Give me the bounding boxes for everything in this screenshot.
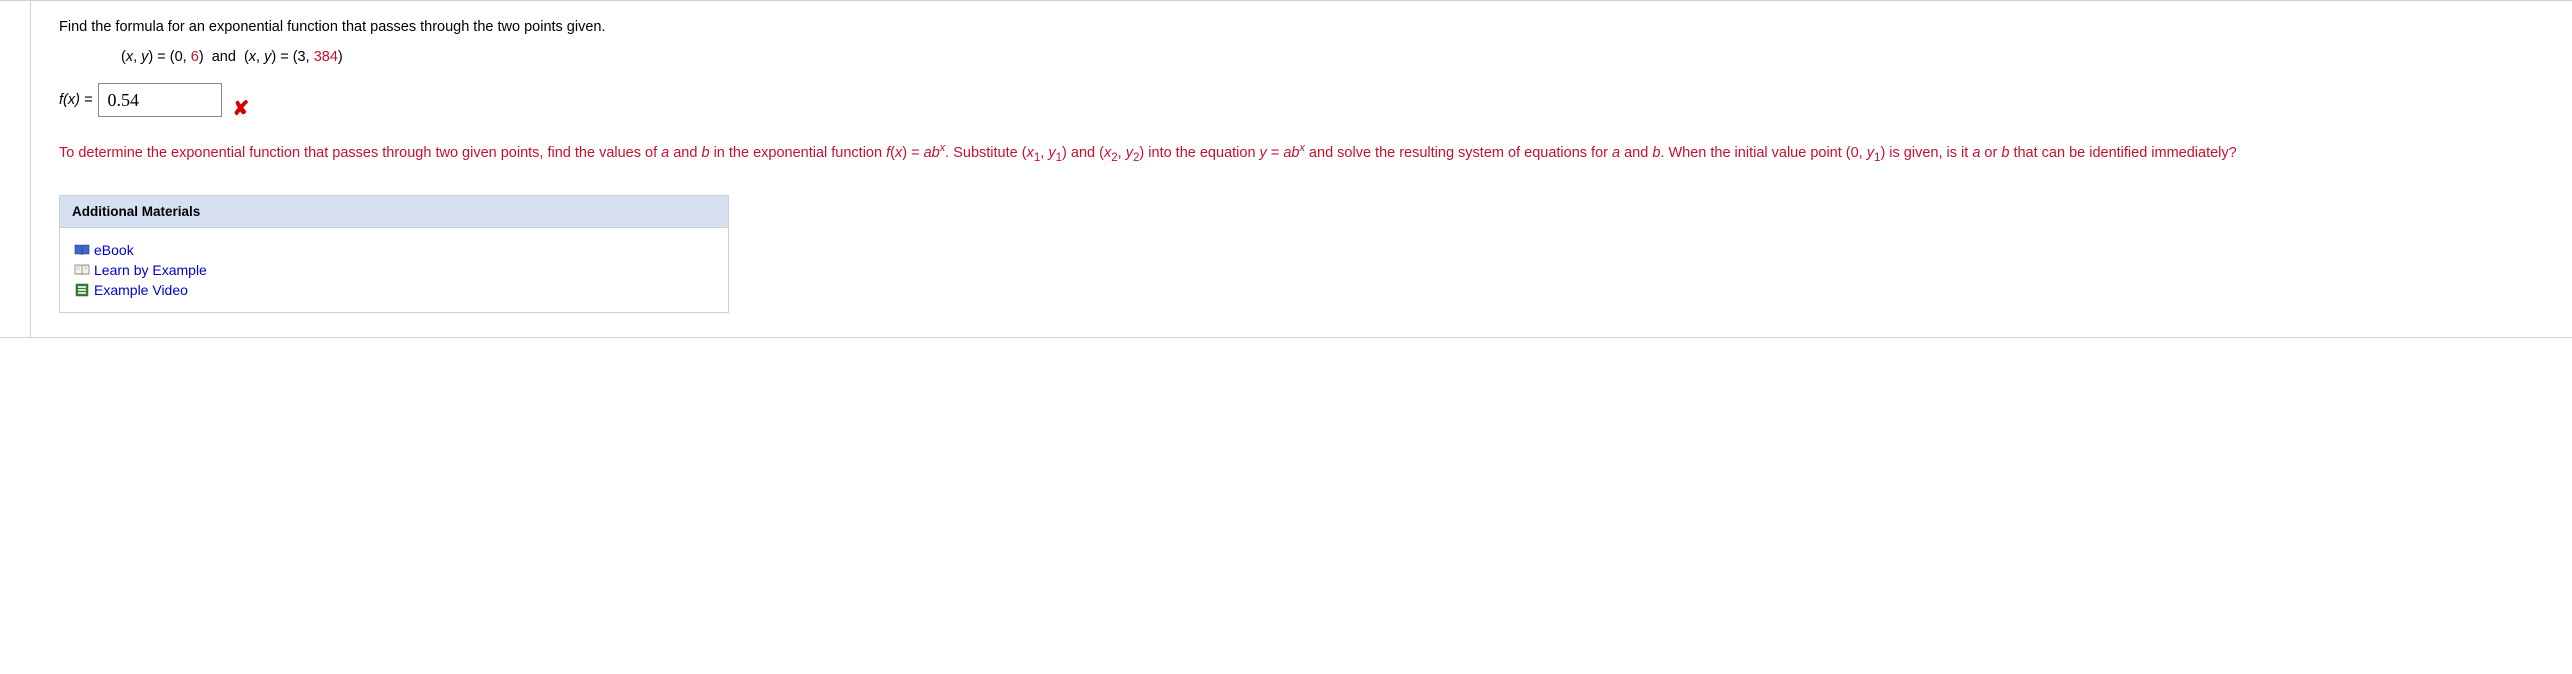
additional-materials-box: Additional Materials eBook Learn by Exam… <box>59 195 729 313</box>
question-container: Find the formula for an exponential func… <box>0 0 2572 338</box>
wrong-icon: ✘ <box>232 96 249 121</box>
content-area: Find the formula for an exponential func… <box>31 1 2572 337</box>
materials-body: eBook Learn by Example Example Video <box>60 228 728 312</box>
materials-header: Additional Materials <box>60 196 728 228</box>
given-points: (x, y) = (0, 6) and (x, y) = (3, 384) <box>121 49 2544 65</box>
answer-input[interactable] <box>98 83 222 117</box>
ebook-label: eBook <box>94 242 134 258</box>
answer-row: f(x) = ✘ <box>59 83 2544 117</box>
question-prompt: Find the formula for an exponential func… <box>59 19 2544 35</box>
example-video-link[interactable]: Example Video <box>74 280 714 300</box>
ebook-link[interactable]: eBook <box>74 240 714 260</box>
video-icon <box>74 283 90 297</box>
book-open-icon <box>74 263 90 277</box>
example-video-label: Example Video <box>94 282 188 298</box>
learn-by-example-label: Learn by Example <box>94 262 207 278</box>
feedback-text: To determine the exponential function th… <box>59 135 2544 173</box>
content-divider: Find the formula for an exponential func… <box>30 1 2572 337</box>
fx-label: f(x) = <box>59 92 92 108</box>
book-icon <box>74 243 90 257</box>
learn-by-example-link[interactable]: Learn by Example <box>74 260 714 280</box>
